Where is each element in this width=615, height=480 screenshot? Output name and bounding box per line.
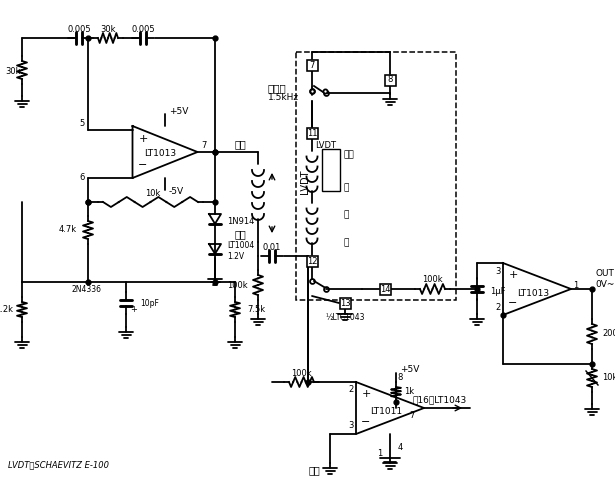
Text: 10k: 10k xyxy=(602,373,615,383)
Text: 频率＝: 频率＝ xyxy=(268,83,287,93)
Text: LT1011: LT1011 xyxy=(370,408,402,417)
Text: 6: 6 xyxy=(79,173,85,182)
Text: LT1004
1.2V: LT1004 1.2V xyxy=(227,241,254,261)
Text: 4: 4 xyxy=(397,444,403,453)
Bar xyxy=(306,60,317,71)
Text: 0.005: 0.005 xyxy=(131,25,155,35)
Text: 1: 1 xyxy=(573,280,578,289)
Text: +5V: +5V xyxy=(169,108,188,117)
Text: 绳: 绳 xyxy=(344,211,349,219)
Text: 至16脏LT1043: 至16脏LT1043 xyxy=(413,396,467,405)
Text: +5V: +5V xyxy=(400,365,419,374)
Text: 调相: 调相 xyxy=(308,465,320,475)
Text: 100k: 100k xyxy=(422,276,442,285)
Text: 8: 8 xyxy=(387,75,393,84)
Text: 30k: 30k xyxy=(6,67,21,75)
Bar xyxy=(322,149,340,191)
Text: 7: 7 xyxy=(309,60,315,70)
Text: 10pF: 10pF xyxy=(140,299,159,308)
Text: LT1013: LT1013 xyxy=(144,149,176,158)
Text: 10k: 10k xyxy=(145,190,161,199)
Text: 4.7k: 4.7k xyxy=(59,226,77,235)
Text: 1N914: 1N914 xyxy=(227,216,255,226)
Text: +: + xyxy=(138,134,148,144)
Text: 黑: 黑 xyxy=(344,239,349,248)
Text: +: + xyxy=(509,270,518,280)
Text: 30k: 30k xyxy=(100,25,116,35)
Bar xyxy=(306,128,317,139)
Text: OUT
0V~3V: OUT 0V~3V xyxy=(595,269,615,288)
Text: 红蓝: 红蓝 xyxy=(344,151,355,159)
Bar xyxy=(296,52,456,300)
Text: 黄红: 黄红 xyxy=(234,229,246,239)
Text: 5: 5 xyxy=(80,119,85,128)
Text: 7.5k: 7.5k xyxy=(247,305,265,314)
Text: 0.01: 0.01 xyxy=(263,243,281,252)
Text: +: + xyxy=(362,389,371,399)
Text: LVDT: LVDT xyxy=(315,141,336,149)
Bar xyxy=(384,74,395,85)
Text: 1μF: 1μF xyxy=(490,287,506,296)
Text: 2N4336: 2N4336 xyxy=(71,285,101,293)
Text: 8: 8 xyxy=(397,373,403,383)
Bar xyxy=(306,255,317,266)
Text: 3: 3 xyxy=(349,421,354,431)
Text: 1: 1 xyxy=(378,448,383,457)
Text: LVDT＝SCHAEVITZ E-100: LVDT＝SCHAEVITZ E-100 xyxy=(8,460,109,469)
Text: 蓝: 蓝 xyxy=(344,183,349,192)
Bar xyxy=(339,298,351,309)
Text: 黄黑: 黄黑 xyxy=(234,139,246,149)
Text: 1k: 1k xyxy=(404,387,414,396)
Text: 3: 3 xyxy=(496,266,501,276)
Text: 0.005: 0.005 xyxy=(67,25,91,35)
Text: 200k: 200k xyxy=(602,329,615,338)
Text: 7: 7 xyxy=(410,411,415,420)
Text: 7: 7 xyxy=(201,141,207,149)
Text: 11: 11 xyxy=(307,129,317,137)
Text: 14: 14 xyxy=(379,285,391,293)
Text: −: − xyxy=(362,417,371,427)
Text: −: − xyxy=(509,298,518,308)
Text: 12: 12 xyxy=(307,256,317,265)
Text: +: + xyxy=(130,304,137,313)
Text: 1.2k: 1.2k xyxy=(0,305,13,314)
Text: 1.5kHz: 1.5kHz xyxy=(268,94,299,103)
Text: 100k: 100k xyxy=(228,280,248,289)
Text: LT1013: LT1013 xyxy=(517,288,549,298)
Text: 13: 13 xyxy=(339,299,351,308)
Bar xyxy=(379,284,391,295)
Text: -5V: -5V xyxy=(169,188,184,196)
Text: LVDT: LVDT xyxy=(300,170,310,194)
Text: 100k: 100k xyxy=(291,369,311,377)
Text: ½LTC1043: ½LTC1043 xyxy=(325,312,365,322)
Text: 2: 2 xyxy=(496,302,501,312)
Text: 2: 2 xyxy=(349,385,354,395)
Text: −: − xyxy=(138,160,148,170)
